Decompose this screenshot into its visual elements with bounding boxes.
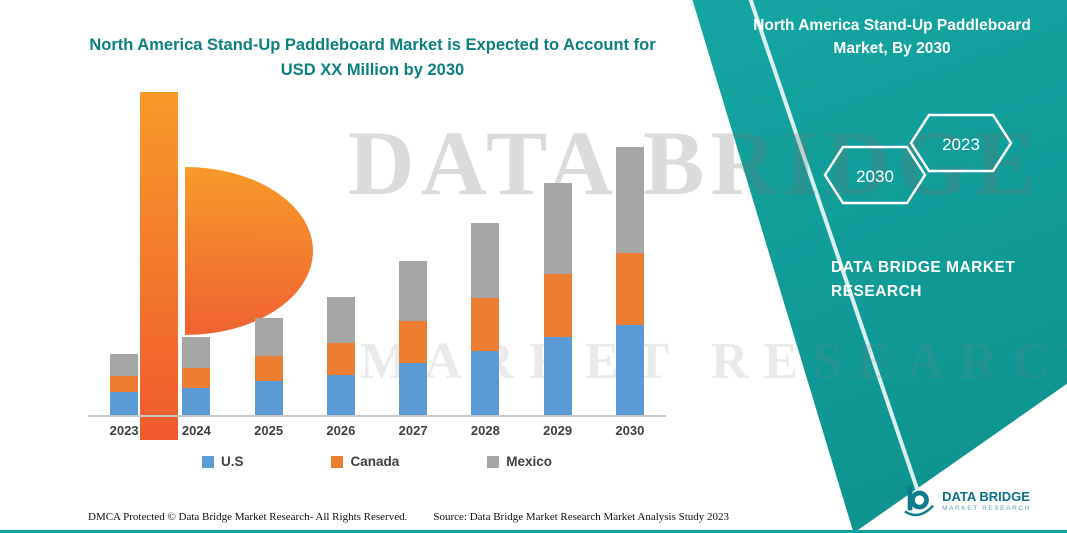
legend-swatch [487, 455, 500, 468]
chart-x-axis: 2023 2024 2025 2026 2027 2028 2029 2030 [88, 423, 666, 438]
bar-group-2028 [449, 223, 521, 415]
hexagon-2030-outline [823, 145, 927, 205]
bar-group-2024 [160, 337, 232, 415]
bar-segment-mexico [471, 223, 500, 298]
year-hexagons: 2030 2023 [823, 113, 1013, 205]
legend-label: U.S [220, 454, 244, 469]
bar-segment-mexico [543, 183, 572, 274]
bar-segment-u-s [471, 351, 500, 415]
bar-segment-mexico [110, 354, 139, 376]
bar-segment-u-s [615, 325, 644, 415]
chart-title-line2: USD XX Million by 2030 [280, 60, 465, 79]
footer-dmca-text: DMCA Protected © Data Bridge Market Rese… [88, 511, 408, 523]
bar-segment-canada [182, 368, 211, 388]
orange-logo-stem [140, 92, 178, 440]
bar-segment-mexico [254, 318, 283, 356]
chart-title: North America Stand-Up Paddleboard Marke… [55, 33, 690, 83]
data-bridge-logo: DATA BRIDGE MARKET RESEARCH [903, 483, 1031, 519]
bottom-teal-rule [0, 530, 1067, 533]
bar-segment-mexico [615, 147, 644, 253]
bar-segment-u-s [543, 337, 572, 415]
bar-stack [110, 354, 139, 415]
bar-group-2029 [522, 183, 594, 415]
bar-stack [615, 147, 644, 415]
orange-b-logo [140, 92, 320, 442]
data-bridge-logo-text: DATA BRIDGE MARKET RESEARCH [942, 489, 1031, 512]
bar-group-2030 [594, 147, 666, 415]
bar-stack [182, 337, 211, 415]
bar-group-2027 [377, 261, 449, 415]
legend-item-mexico: Mexico [487, 454, 552, 469]
legend-item-canada: Canada [331, 454, 399, 469]
bar-stack [326, 297, 355, 415]
bar-segment-canada [399, 321, 428, 363]
legend-item-u-s: U.S [201, 454, 244, 469]
x-tick-label: 2023 [109, 423, 139, 438]
bar-segment-canada [254, 356, 283, 381]
x-tick-label: 2024 [181, 423, 211, 438]
bar-segment-u-s [254, 381, 283, 415]
footer-source-text: Source: Data Bridge Market Research Mark… [433, 511, 730, 523]
chart-plot [88, 135, 666, 417]
hexagon-2023-outline [909, 113, 1013, 173]
hexagon-year-2023: 2023 [942, 135, 980, 154]
bar-segment-u-s [182, 388, 211, 415]
chart-legend: U.S Canada Mexico [88, 454, 666, 469]
logo-title: DATA BRIDGE [942, 489, 1030, 505]
banner-brand-text: DATA BRIDGE MARKET RESEARCH [831, 259, 1016, 301]
bar-segment-canada [471, 298, 500, 351]
bar-segment-u-s [399, 363, 428, 415]
bar-segment-mexico [326, 297, 355, 343]
footer: DMCA Protected © Data Bridge Market Rese… [88, 511, 729, 523]
legend-swatch [201, 455, 214, 468]
bar-stack [543, 183, 572, 415]
hexagon-year-2030: 2030 [856, 167, 894, 186]
x-tick-label: 2026 [326, 423, 356, 438]
bar-segment-mexico [399, 261, 428, 321]
banner-title: North America Stand-Up Paddleboard Marke… [753, 17, 1031, 58]
bar-group-2023 [88, 354, 160, 415]
bar-segment-u-s [110, 392, 139, 415]
stacked-bar-chart: 2023 2024 2025 2026 2027 2028 2029 2030 U.S Cana… [88, 135, 666, 469]
logo-subtitle: MARKET RESEARCH [942, 504, 1031, 512]
bar-stack [254, 318, 283, 415]
x-tick-label: 2030 [615, 423, 645, 438]
bar-stack [471, 223, 500, 415]
bar-group-2026 [305, 297, 377, 415]
legend-label: Mexico [506, 454, 553, 469]
bar-segment-canada [543, 274, 572, 337]
bar-segment-canada [326, 343, 355, 375]
x-tick-label: 2027 [398, 423, 428, 438]
bar-stack [399, 261, 428, 415]
x-tick-label: 2025 [254, 423, 284, 438]
bar-segment-canada [615, 253, 644, 325]
x-tick-label: 2029 [543, 423, 573, 438]
bar-segment-canada [110, 376, 139, 392]
bar-segment-mexico [182, 337, 211, 368]
bar-segment-u-s [326, 375, 355, 415]
x-tick-label: 2028 [470, 423, 500, 438]
chart-title-line1: North America Stand-Up Paddleboard Marke… [89, 36, 656, 54]
data-bridge-logo-icon [904, 485, 935, 517]
legend-swatch [331, 455, 344, 468]
bar-group-2025 [233, 318, 305, 415]
legend-label: Canada [350, 454, 400, 469]
